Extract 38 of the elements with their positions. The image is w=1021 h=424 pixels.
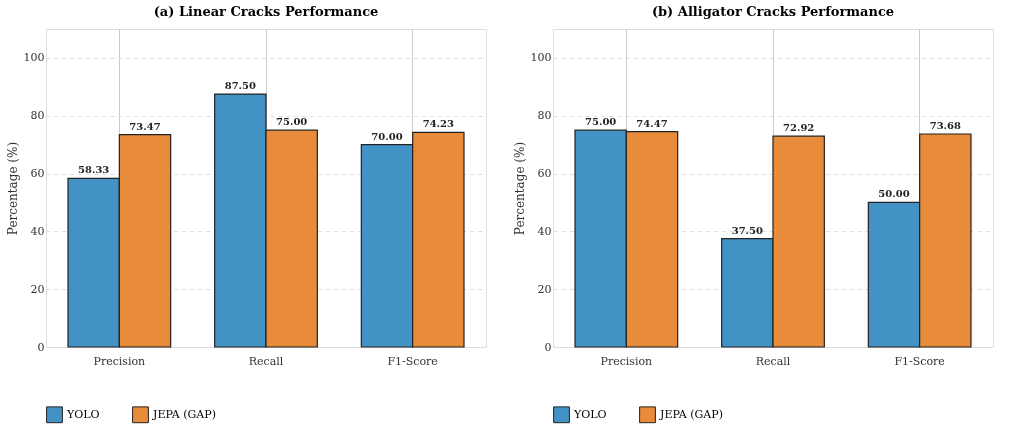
data-label: 74.23 [422,118,455,130]
y-tick-label: 20 [30,282,45,296]
data-label: 37.50 [731,224,764,236]
x-tick-label: Precision [600,354,653,368]
x-tick-label: Recall [248,354,284,368]
data-label: 50.00 [878,188,910,200]
data-label: 75.00 [276,116,308,128]
data-label: 74.47 [636,117,668,129]
data-label: 58.33 [78,164,110,176]
chart-title: (a) Linear Cracks Performance [153,4,379,19]
y-axis-title: Percentage (%) [512,141,527,236]
x-tick-label: Precision [93,354,146,368]
chart-title: (b) Alligator Cracks Performance [651,4,895,19]
x-tick-label: Recall [755,354,791,368]
y-axis-title: Percentage (%) [5,141,20,236]
data-label: 75.00 [585,116,617,128]
legend-label: YOLO [66,407,100,421]
data-label: 70.00 [371,130,403,142]
legend-label: YOLO [573,407,607,421]
data-label: 73.47 [129,120,161,132]
data-label: 72.92 [783,122,815,134]
y-tick-label: 40 [537,224,552,238]
y-tick-label: 60 [30,167,45,181]
y-tick-label: 100 [530,51,552,65]
y-tick-label: 20 [537,282,552,296]
data-label: 87.50 [224,80,257,92]
y-tick-label: 60 [537,167,552,181]
legend-label: JEPA (GAP) [152,407,216,421]
legend-label: JEPA (GAP) [659,407,723,421]
y-tick-label: 80 [537,109,552,123]
y-tick-label: 0 [37,340,45,354]
x-tick-label: F1-Score [387,354,438,368]
y-tick-label: 100 [23,51,45,65]
data-label: 73.68 [929,120,962,131]
x-tick-label: F1-Score [894,354,945,368]
y-tick-label: 0 [544,340,552,354]
y-tick-label: 40 [30,224,45,238]
y-tick-label: 80 [30,109,45,123]
